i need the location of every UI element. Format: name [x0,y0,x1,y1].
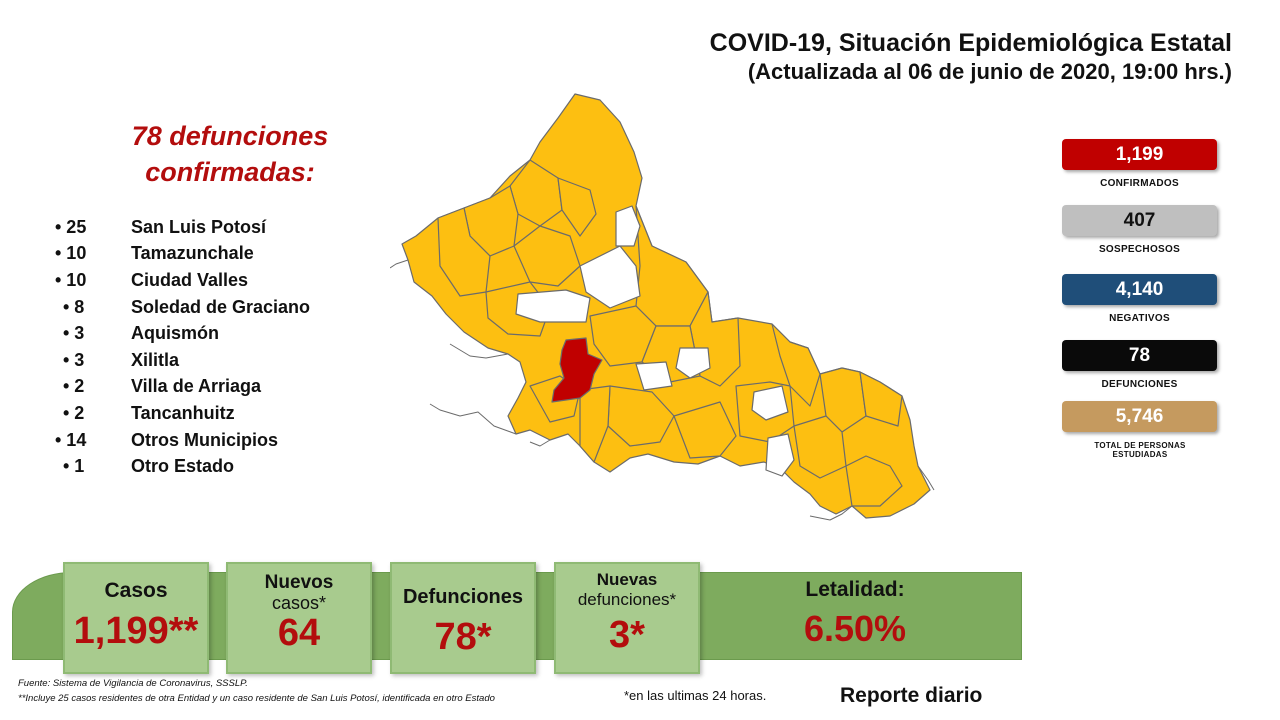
death-count: • 8 [63,296,85,317]
municipality-name: Tamazunchale [131,243,254,264]
report-update-date: (Actualizada al 06 de junio de 2020, 19:… [747,59,1232,84]
municipality-name: Aquismón [131,323,219,344]
lethality-value: 6.50% [803,608,907,649]
municipality-name: Xilitla [131,349,180,370]
municipality [437,207,491,297]
lethality-label: Letalidad: [805,578,905,601]
card-deaths-value: 78* [434,616,492,658]
deaths-heading-line1: 78 defunciones [131,121,329,151]
death-count: • 14 [55,429,87,450]
card-new-cases-label-1: Nuevos [264,572,334,593]
card-new-deaths: Nuevas defunciones* 3* [554,562,700,674]
footnote-text: **Incluye 25 casos residentes de otra En… [18,693,495,704]
state-municipality-map [390,93,935,521]
municipality-name: San Luis Potosí [131,216,267,237]
municipality-name: Ciudad Valles [131,269,249,290]
card-new-deaths-value: 3* [609,614,645,656]
deaths-heading-line2: confirmadas: [145,157,315,187]
list-item: • 25 San Luis Potosí [55,214,310,241]
death-count: • 2 [63,402,85,423]
stat-deaths-value: 78 [1062,340,1217,371]
card-cases-label: Casos [104,579,168,602]
card-cases-value: 1,199** [73,610,199,652]
stat-total-studied-value: 5,746 [1062,401,1217,432]
municipality-no-cases [635,361,673,391]
map-road-line [429,403,517,435]
stat-suspected-label: SOSPECHOSOS [1098,244,1181,255]
list-item: • 10 Tamazunchale [55,241,310,268]
lethality-block: Letalidad: 6.50% [765,578,945,650]
card-new-cases-label-2: casos* [271,593,327,613]
stat-negative: 4,140 NEGATIVOS [1062,274,1217,324]
list-item: • 3 Aquismón [55,320,310,347]
municipality-no-cases [515,289,591,323]
card-new-deaths-label-2: defunciones* [577,590,677,609]
list-item: • 3 Xilitla [55,347,310,374]
municipality [557,177,597,237]
stat-deaths: 78 DEFUNCIONES [1062,340,1217,390]
list-item: • 14 Otros Municipios [55,427,310,454]
municipality-name: Villa de Arriaga [131,376,262,397]
report-title: COVID-19, Situación Epidemiológica Estat… [709,29,1232,57]
card-new-deaths-label-1: Nuevas [596,570,658,589]
deaths-heading: 78 defunciones confirmadas: [110,118,350,190]
stat-confirmed: 1,199 CONFIRMADOS [1062,139,1217,189]
municipality [859,371,903,427]
stat-suspected-value: 407 [1062,205,1217,236]
death-count: • 10 [55,269,87,290]
source-text: Fuente: Sistema de Vigilancia de Coronav… [18,678,248,689]
stat-total-studied: 5,746 TOTAL DE PERSONAS ESTUDIADAS [1062,401,1217,459]
list-item: • 2 Villa de Arriaga [55,374,310,401]
stat-confirmed-value: 1,199 [1062,139,1217,170]
card-cases: Casos 1,199** [63,562,209,674]
map-road-line [449,343,509,359]
card-new-cases: Nuevos casos* 64 [226,562,372,674]
map-road-line [917,465,935,491]
municipality [635,205,709,327]
stat-deaths-label: DEFUNCIONES [1101,379,1178,390]
deaths-by-municipality-list: • 25 San Luis Potosí • 10 Tamazunchale • 1… [55,214,310,480]
map-road-line [809,505,853,521]
municipality [579,385,611,463]
card-new-cases-value: 64 [277,612,321,654]
municipality-no-cases [615,205,641,247]
municipality-no-cases [751,385,789,421]
municipality-name: Otros Municipios [131,429,279,450]
municipality-no-cases [765,433,795,477]
municipality [771,323,821,407]
death-count: • 3 [63,323,85,344]
card-deaths: Defunciones 78* [390,562,536,674]
map-road-line [390,259,409,269]
stat-total-studied-label: TOTAL DE PERSONAS ESTUDIADAS [1094,441,1186,459]
stat-confirmed-label: CONFIRMADOS [1100,178,1179,189]
daily-report-label: Reporte diario [840,684,983,707]
municipality [673,401,737,459]
stat-negative-label: NEGATIVOS [1109,313,1170,324]
death-count: • 2 [63,376,85,397]
list-item: • 10 Ciudad Valles [55,267,310,294]
list-item: • 2 Tancanhuitz [55,400,310,427]
list-item: • 8 Soledad de Graciano [55,294,310,321]
stat-negative-value: 4,140 [1062,274,1217,305]
card-deaths-label: Defunciones [402,586,524,608]
municipality-name: Otro Estado [131,456,235,477]
death-count: • 10 [55,243,87,264]
list-item: • 1 Otro Estado [55,453,310,480]
death-count: • 3 [63,349,85,370]
stat-suspected: 407 SOSPECHOSOS [1062,205,1217,255]
last-24h-note: *en las ultimas 24 horas. [624,688,767,703]
death-count: • 1 [63,456,85,477]
map-road-line [529,439,551,447]
source-notes: Fuente: Sistema de Vigilancia de Coronav… [18,676,495,706]
municipality-highlighted [551,337,603,403]
report-title-block: COVID-19, Situación Epidemiológica Estat… [710,28,1232,86]
death-count: • 25 [55,216,87,237]
municipality-no-cases [675,347,711,379]
municipality-name: Tancanhuitz [131,402,235,423]
municipality-name: Soledad de Graciano [131,296,311,317]
